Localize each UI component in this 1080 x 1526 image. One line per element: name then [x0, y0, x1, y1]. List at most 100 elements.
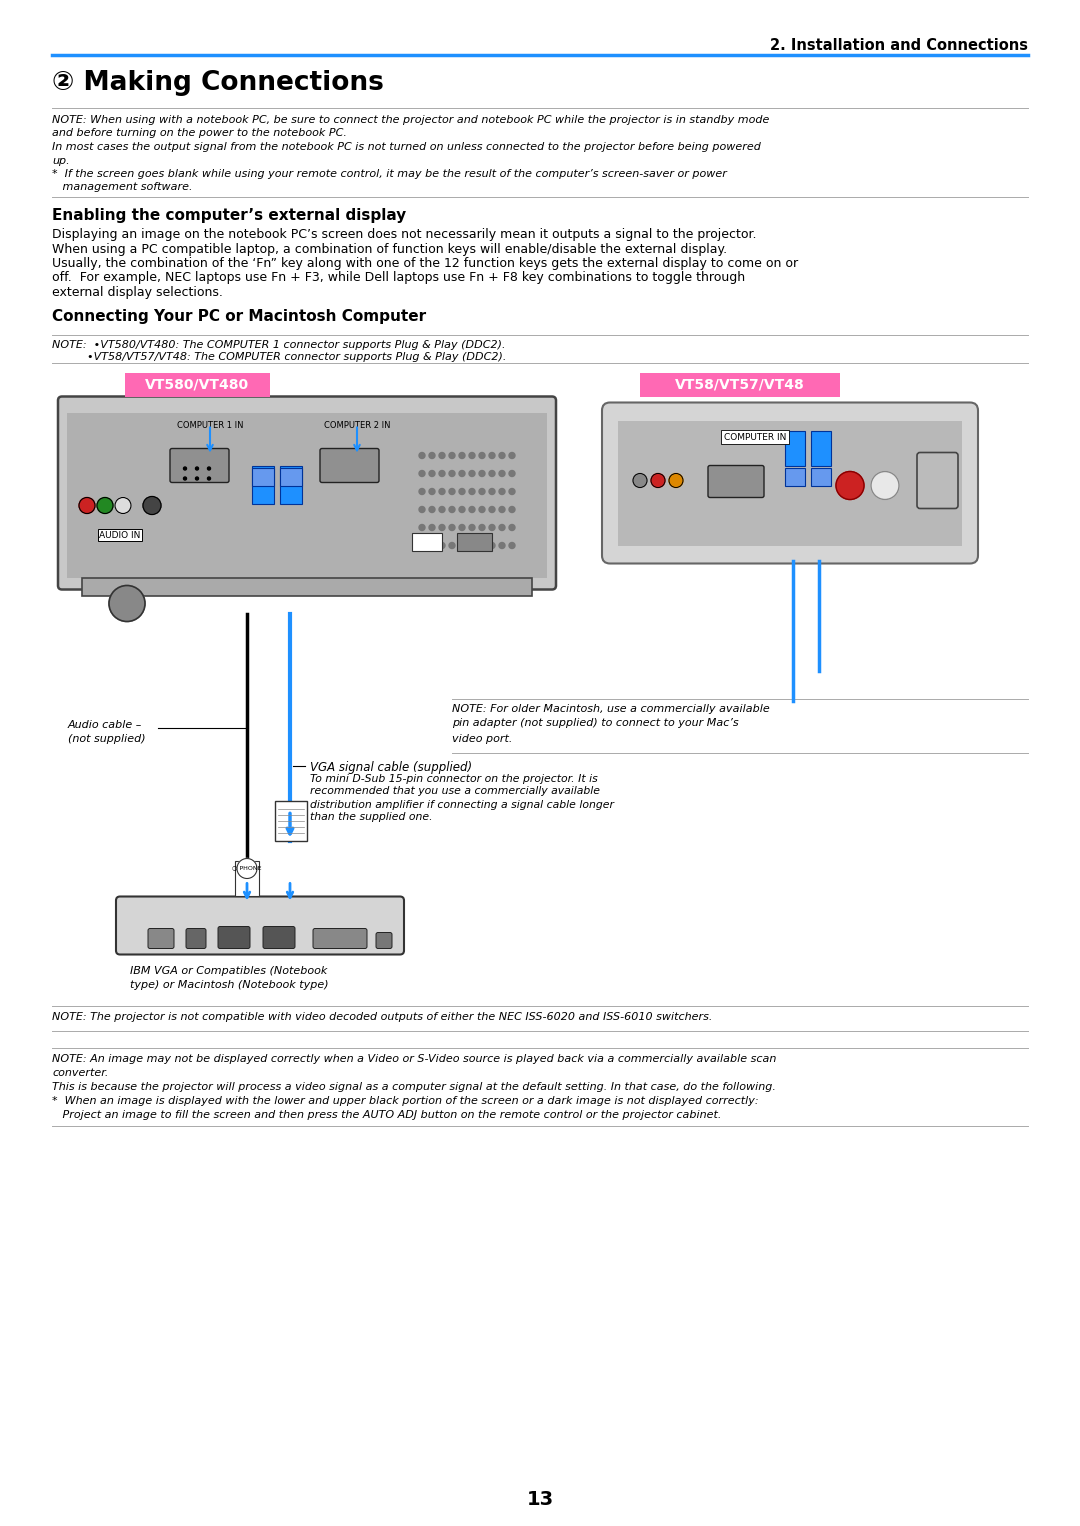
Text: off.  For example, NEC laptops use Fn + F3, while Dell laptops use Fn + F8 key c: off. For example, NEC laptops use Fn + F… [52, 272, 745, 284]
Text: recommended that you use a commercially available: recommended that you use a commercially … [310, 786, 600, 797]
Bar [252, 465, 274, 504]
Circle shape [469, 488, 475, 494]
Text: Audio cable –: Audio cable – [68, 720, 143, 731]
Text: 13: 13 [526, 1489, 554, 1509]
Bar [275, 801, 307, 841]
Circle shape [429, 525, 435, 531]
Circle shape [195, 478, 199, 481]
Circle shape [499, 543, 505, 548]
Circle shape [489, 453, 495, 458]
Circle shape [870, 472, 899, 499]
Text: Displaying an image on the notebook PC’s screen does not necessarily mean it out: Displaying an image on the notebook PC’s… [52, 227, 756, 241]
Text: up.: up. [52, 156, 69, 165]
Text: VT580/VT480: VT580/VT480 [145, 377, 249, 392]
Text: IBM VGA or Compatibles (Notebook: IBM VGA or Compatibles (Notebook [130, 966, 327, 975]
Bar [235, 861, 259, 896]
Circle shape [509, 470, 515, 476]
Text: *  When an image is displayed with the lower and upper black portion of the scre: * When an image is displayed with the lo… [52, 1096, 758, 1105]
Circle shape [459, 525, 465, 531]
Text: Project an image to fill the screen and then press the AUTO ADJ button on the re: Project an image to fill the screen and … [52, 1109, 721, 1120]
Text: Usually, the combination of the ‘Fn” key along with one of the 12 function keys : Usually, the combination of the ‘Fn” key… [52, 256, 798, 270]
Circle shape [207, 478, 211, 481]
Circle shape [489, 525, 495, 531]
Circle shape [429, 507, 435, 513]
Circle shape [429, 543, 435, 548]
Circle shape [429, 470, 435, 476]
Circle shape [499, 488, 505, 494]
Circle shape [419, 470, 426, 476]
Bar [811, 467, 831, 485]
Text: distribution amplifier if connecting a signal cable longer: distribution amplifier if connecting a s… [310, 800, 615, 809]
Circle shape [184, 467, 187, 470]
Bar [125, 372, 270, 397]
Circle shape [499, 525, 505, 531]
Text: To mini D-Sub 15-pin connector on the projector. It is: To mini D-Sub 15-pin connector on the pr… [310, 774, 597, 783]
Circle shape [438, 470, 445, 476]
Circle shape [449, 525, 455, 531]
Circle shape [143, 496, 161, 514]
Circle shape [449, 488, 455, 494]
Text: NOTE: The projector is not compatible with video decoded outputs of either the N: NOTE: The projector is not compatible wi… [52, 1012, 713, 1021]
Text: NOTE: For older Macintosh, use a commercially available: NOTE: For older Macintosh, use a commerc… [453, 703, 770, 714]
Bar [640, 372, 840, 397]
Circle shape [459, 470, 465, 476]
Circle shape [438, 488, 445, 494]
Circle shape [480, 525, 485, 531]
Circle shape [480, 470, 485, 476]
Text: This is because the projector will process a video signal as a computer signal a: This is because the projector will proce… [52, 1082, 775, 1091]
Bar [785, 430, 805, 465]
Text: Connecting Your PC or Macintosh Computer: Connecting Your PC or Macintosh Computer [52, 308, 427, 324]
Circle shape [480, 488, 485, 494]
Bar [785, 467, 805, 485]
FancyBboxPatch shape [264, 926, 295, 949]
FancyBboxPatch shape [376, 932, 392, 949]
Text: AUDIO IN: AUDIO IN [99, 531, 140, 540]
Bar [457, 533, 492, 551]
Bar [82, 577, 532, 595]
Circle shape [480, 543, 485, 548]
FancyBboxPatch shape [917, 453, 958, 508]
Circle shape [459, 543, 465, 548]
Circle shape [489, 470, 495, 476]
Text: COMPUTER 2 IN: COMPUTER 2 IN [324, 421, 390, 429]
Circle shape [419, 453, 426, 458]
Circle shape [109, 586, 145, 621]
Text: 2. Installation and Connections: 2. Installation and Connections [770, 38, 1028, 53]
Bar [618, 421, 962, 545]
Circle shape [489, 543, 495, 548]
Text: *  If the screen goes blank while using your remote control, it may be the resul: * If the screen goes blank while using y… [52, 169, 727, 179]
Circle shape [469, 470, 475, 476]
FancyBboxPatch shape [602, 403, 978, 563]
Circle shape [419, 507, 426, 513]
Circle shape [499, 507, 505, 513]
Text: than the supplied one.: than the supplied one. [310, 812, 433, 823]
Circle shape [449, 507, 455, 513]
Text: and before turning on the power to the notebook PC.: and before turning on the power to the n… [52, 128, 347, 139]
Circle shape [449, 543, 455, 548]
FancyBboxPatch shape [186, 928, 206, 949]
Text: NOTE: An image may not be displayed correctly when a Video or S-Video source is : NOTE: An image may not be displayed corr… [52, 1053, 777, 1064]
Text: type) or Macintosh (Notebook type): type) or Macintosh (Notebook type) [130, 980, 328, 989]
Circle shape [429, 488, 435, 494]
Circle shape [459, 453, 465, 458]
Circle shape [419, 525, 426, 531]
Circle shape [184, 478, 187, 481]
FancyBboxPatch shape [320, 449, 379, 482]
Circle shape [459, 507, 465, 513]
Circle shape [449, 470, 455, 476]
Bar [280, 465, 302, 504]
Circle shape [207, 467, 211, 470]
Circle shape [97, 497, 113, 514]
Circle shape [429, 453, 435, 458]
Circle shape [469, 507, 475, 513]
Text: ② Making Connections: ② Making Connections [52, 70, 383, 96]
Text: VGA signal cable (supplied): VGA signal cable (supplied) [310, 760, 472, 774]
Text: management software.: management software. [52, 183, 192, 192]
FancyBboxPatch shape [58, 397, 556, 589]
Circle shape [438, 543, 445, 548]
Circle shape [438, 525, 445, 531]
Circle shape [489, 507, 495, 513]
Bar [67, 412, 546, 577]
Text: (not supplied): (not supplied) [68, 734, 146, 745]
Circle shape [509, 543, 515, 548]
